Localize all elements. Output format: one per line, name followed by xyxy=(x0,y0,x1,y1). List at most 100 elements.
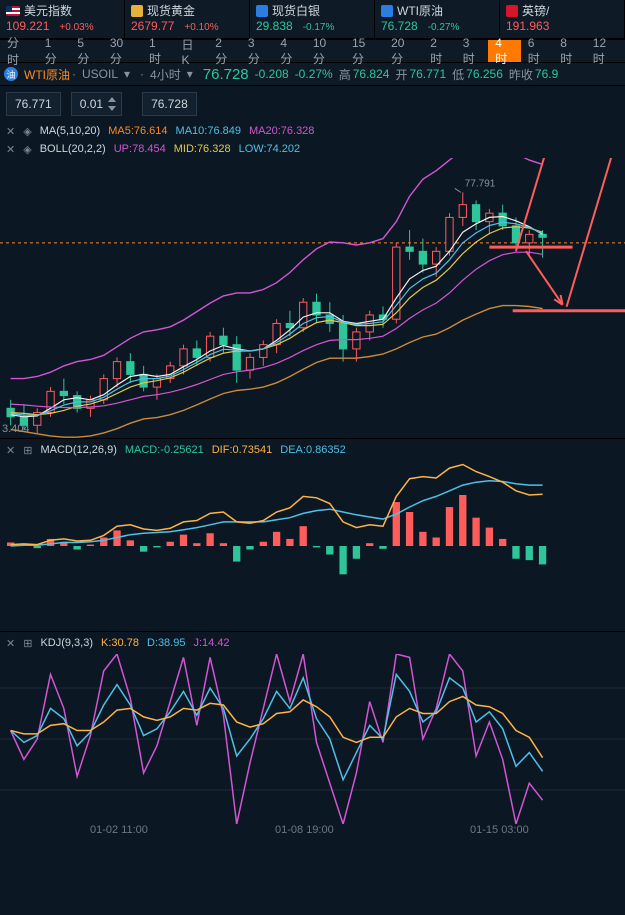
x-axis: 01-02 11:0001-08 19:0001-15 03:00 xyxy=(0,824,625,842)
ticker-price: 109.221 xyxy=(6,19,49,33)
ticker-item[interactable]: 英镑/ 191.963 xyxy=(500,0,625,38)
price-chart[interactable]: 3.404 77.791 xyxy=(0,158,625,438)
ticker-item[interactable]: WTI原油 76.728 -0.27% xyxy=(375,0,500,38)
close-icon[interactable]: ✕ xyxy=(6,125,15,138)
k-val: K:30.78 xyxy=(101,637,139,649)
timeframe-tab[interactable]: 15分 xyxy=(345,40,384,62)
input-b[interactable]: 0.01 xyxy=(71,92,122,116)
ma5-val: MA5:76.614 xyxy=(108,125,167,137)
val-open: 76.771 xyxy=(409,67,446,81)
lbl-pclose: 昨收 xyxy=(509,66,533,83)
symbol-bar: 油 WTI原油 · USOIL ▾ · 4小时 ▾ 76.728 -0.208 … xyxy=(0,63,625,86)
ticker-change: -0.27% xyxy=(428,22,460,33)
kdj-label: KDJ(9,3,3) xyxy=(40,637,93,649)
val-high: 76.824 xyxy=(353,67,390,81)
dropdown-icon[interactable]: ▾ xyxy=(124,67,130,81)
symbol-code[interactable]: USOIL xyxy=(82,67,118,81)
timeframe-tab[interactable]: 3时 xyxy=(456,40,489,62)
boll-row: ✕ ◈ BOLL(20,2,2) UP:78.454 MID:76.328 LO… xyxy=(0,140,625,158)
ticker-change: +0.03% xyxy=(59,22,93,33)
lbl-low: 低 xyxy=(452,66,464,83)
boll-up: UP:78.454 xyxy=(114,143,166,155)
x-tick: 01-08 19:00 xyxy=(275,824,334,836)
ticker-item[interactable]: 现货白银 29.838 -0.17% xyxy=(250,0,375,38)
eye-icon-2[interactable]: ◈ xyxy=(23,143,31,156)
flag-icon xyxy=(6,6,20,16)
inputs-row: 76.771 0.01 76.728 xyxy=(0,86,625,122)
timeframe-tab[interactable]: 20分 xyxy=(384,40,423,62)
ticker-price: 2679.77 xyxy=(131,19,174,33)
timeframe-tab[interactable]: 日K xyxy=(174,40,208,62)
close-icon-3[interactable]: ✕ xyxy=(6,444,15,457)
input-a[interactable]: 76.771 xyxy=(6,92,61,116)
close-icon-2[interactable]: ✕ xyxy=(6,143,15,156)
j-val: J:14.42 xyxy=(193,637,229,649)
timeframe-tab[interactable]: 1时 xyxy=(142,40,175,62)
symbol-sep: · xyxy=(72,67,76,81)
ticker-name: 英镑/ xyxy=(522,2,549,19)
timeframe-tab[interactable]: 10分 xyxy=(306,40,345,62)
ticker-name: 现货白银 xyxy=(272,2,320,19)
ticker-name: WTI原油 xyxy=(397,2,443,19)
input-c[interactable]: 76.728 xyxy=(142,92,197,116)
timeframe-tab[interactable]: 2分 xyxy=(208,40,241,62)
kdj-chart[interactable] xyxy=(0,654,625,824)
symbol-pct: -0.27% xyxy=(295,67,333,81)
boll-label: BOLL(20,2,2) xyxy=(40,143,106,155)
macd-chart[interactable] xyxy=(0,461,625,631)
ticker-bar: 美元指数 109.221 +0.03%现货黄金 2679.77 +0.10%现货… xyxy=(0,0,625,39)
lbl-open: 开 xyxy=(395,66,407,83)
ma-label: MA(5,10,20) xyxy=(40,125,101,137)
ticker-item[interactable]: 现货黄金 2679.77 +0.10% xyxy=(125,0,250,38)
timeframe-tab[interactable]: 5分 xyxy=(70,40,103,62)
ticker-icon xyxy=(506,5,518,17)
ticker-name: 现货黄金 xyxy=(147,2,195,19)
ticker-change: -0.17% xyxy=(303,22,335,33)
symbol-price: 76.728 xyxy=(203,66,249,83)
timeframe-tab[interactable]: 8时 xyxy=(553,40,586,62)
symbol-tf[interactable]: 4小时 xyxy=(150,66,181,83)
lbl-high: 高 xyxy=(339,66,351,83)
expand-icon[interactable]: ⊞ xyxy=(23,444,32,457)
ma-row: ✕ ◈ MA(5,10,20) MA5:76.614 MA10:76.849 M… xyxy=(0,122,625,140)
ticker-item[interactable]: 美元指数 109.221 +0.03% xyxy=(0,0,125,38)
ticker-change: +0.10% xyxy=(184,22,218,33)
symbol-sep2: · xyxy=(140,67,144,81)
ma20-val: MA20:76.328 xyxy=(249,125,314,137)
ma10-val: MA10:76.849 xyxy=(176,125,241,137)
timeframe-tab[interactable]: 1分 xyxy=(38,40,71,62)
expand-icon-2[interactable]: ⊞ xyxy=(23,637,32,650)
timeframe-tab[interactable]: 6时 xyxy=(521,40,554,62)
close-icon-4[interactable]: ✕ xyxy=(6,637,15,650)
ticker-icon xyxy=(256,5,268,17)
dea-val: DEA:0.86352 xyxy=(280,444,345,456)
symbol-change: -0.208 xyxy=(255,67,289,81)
ticker-price: 191.963 xyxy=(506,19,549,33)
d-val: D:38.95 xyxy=(147,637,186,649)
macd-label: MACD(12,26,9) xyxy=(40,444,116,456)
boll-mid: MID:76.328 xyxy=(174,143,231,155)
svg-text:77.791: 77.791 xyxy=(465,178,496,189)
symbol-name[interactable]: WTI原油 xyxy=(24,66,70,83)
timeframe-tab[interactable]: 2时 xyxy=(423,40,456,62)
timeframe-tab[interactable]: 3分 xyxy=(241,40,274,62)
timeframe-tab[interactable]: 4分 xyxy=(273,40,306,62)
boll-low: LOW:74.202 xyxy=(239,143,301,155)
kdj-head: ✕ ⊞ KDJ(9,3,3) K:30.78 D:38.95 J:14.42 xyxy=(0,632,625,654)
macd-val: MACD:-0.25621 xyxy=(125,444,204,456)
macd-head: ✕ ⊞ MACD(12,26,9) MACD:-0.25621 DIF:0.73… xyxy=(0,439,625,461)
svg-text:3.404: 3.404 xyxy=(2,423,30,435)
ticker-icon xyxy=(131,5,143,17)
dropdown-icon-2[interactable]: ▾ xyxy=(187,67,193,81)
timeframe-bar: 分时1分5分30分1时日K2分3分4分10分15分20分2时3时4时6时8时12… xyxy=(0,39,625,63)
eye-icon[interactable]: ◈ xyxy=(23,125,31,138)
timeframe-tab[interactable]: 分时 xyxy=(0,40,38,62)
ticker-price: 29.838 xyxy=(256,19,293,33)
symbol-icon: 油 xyxy=(4,67,18,81)
timeframe-tab[interactable]: 12时 xyxy=(586,40,625,62)
ticker-name: 美元指数 xyxy=(24,2,72,19)
ticker-price: 76.728 xyxy=(381,19,418,33)
timeframe-tab[interactable]: 4时 xyxy=(488,40,521,62)
ticker-icon xyxy=(381,5,393,17)
timeframe-tab[interactable]: 30分 xyxy=(103,40,142,62)
